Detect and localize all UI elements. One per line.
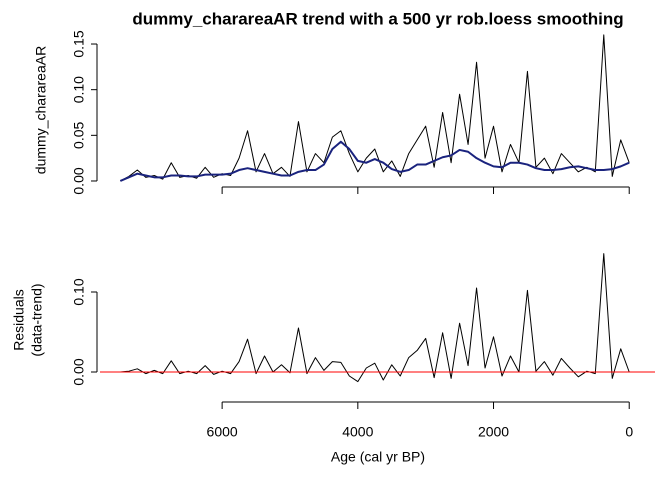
y-tick-label: 0.10 xyxy=(71,76,87,103)
x-tick-label: 6000 xyxy=(207,424,238,440)
x-tick-label: 4000 xyxy=(342,424,373,440)
y-tick-label: 0.10 xyxy=(71,278,87,305)
y-axis-label: dummy_charareaAR xyxy=(33,46,49,174)
chart-title: dummy_charareaAR trend with a 500 yr rob… xyxy=(132,9,623,28)
x-tick-label: 0 xyxy=(625,424,633,440)
x-axis-label: Age (cal yr BP) xyxy=(331,449,425,465)
y-axis-label: (data-trend) xyxy=(29,283,45,356)
data-line xyxy=(120,253,630,383)
y-tick-label: 0.05 xyxy=(71,121,87,148)
y-tick-label: 0.00 xyxy=(71,358,87,385)
data-line xyxy=(120,34,630,182)
data-line xyxy=(119,140,630,182)
x-tick-label: 2000 xyxy=(478,424,509,440)
y-axis-label: Residuals xyxy=(11,289,27,350)
y-tick-label: 0.15 xyxy=(71,30,87,57)
y-tick-label: 0.00 xyxy=(71,167,87,194)
